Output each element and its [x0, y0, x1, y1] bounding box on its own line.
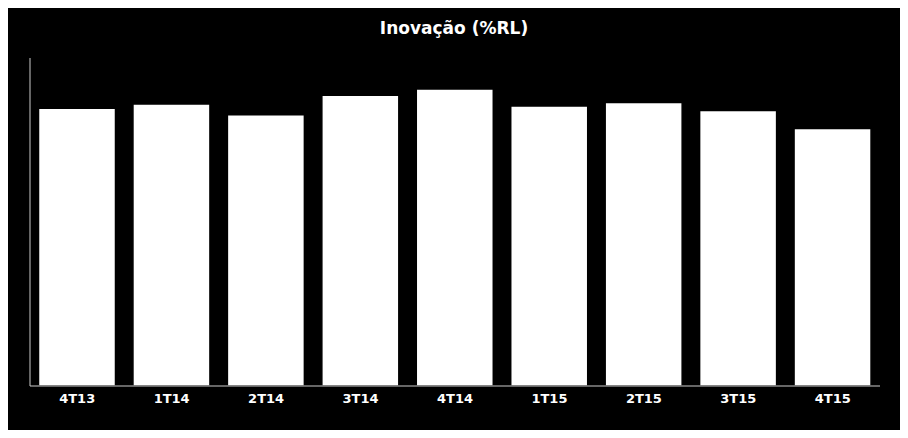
svg-text:2T14: 2T14 — [248, 391, 284, 406]
svg-text:2T15: 2T15 — [626, 391, 662, 406]
svg-text:4T14: 4T14 — [437, 391, 473, 406]
svg-text:4T13: 4T13 — [59, 391, 95, 406]
svg-text:3T14: 3T14 — [343, 391, 379, 406]
svg-text:1T14: 1T14 — [154, 391, 190, 406]
html-text:Inovação (%RL): Inovação (%RL) — [379, 18, 529, 38]
svg-text:1T15: 1T15 — [531, 391, 567, 406]
svg-text:4T15: 4T15 — [815, 391, 851, 406]
svg-text:3T15: 3T15 — [720, 391, 756, 406]
